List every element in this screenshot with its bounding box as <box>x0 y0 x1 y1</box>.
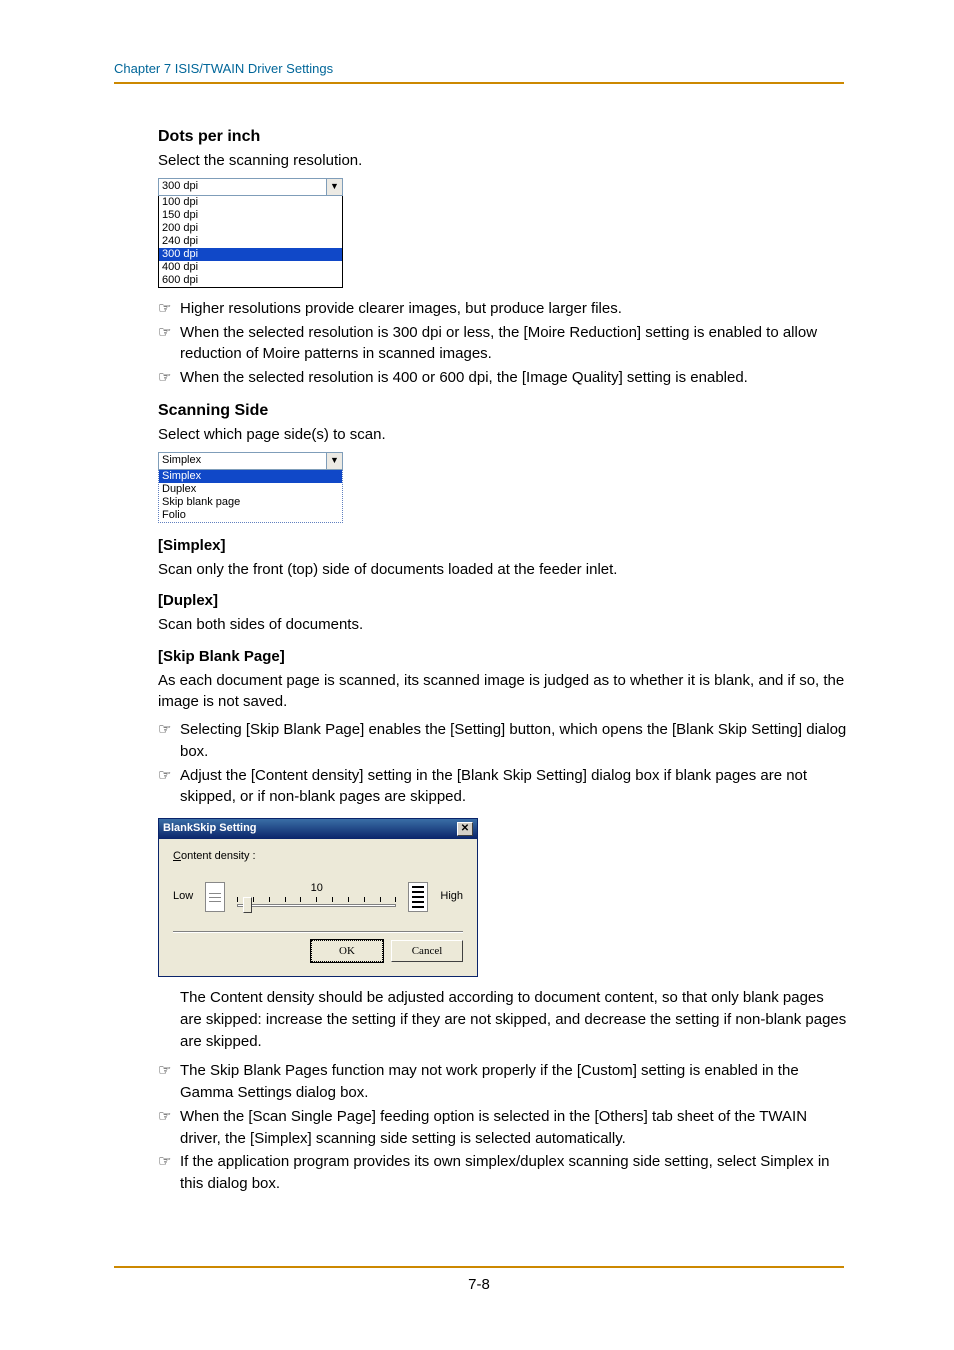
dpi-option[interactable]: 150 dpi <box>159 209 342 222</box>
content-density-accel: C <box>173 850 181 862</box>
dpi-option[interactable]: 200 dpi <box>159 222 342 235</box>
dpi-option[interactable]: 600 dpi <box>159 274 342 287</box>
side-dropdown[interactable]: Simplex ▼ Simplex Duplex Skip blank page… <box>158 452 343 523</box>
hand-icon: ☞ <box>158 1151 180 1195</box>
side-option[interactable]: Simplex <box>159 470 342 483</box>
chapter-header: Chapter 7 ISIS/TWAIN Driver Settings <box>114 60 333 79</box>
cancel-button[interactable]: Cancel <box>391 940 463 962</box>
side-option[interactable]: Duplex <box>159 483 342 496</box>
content-density-slider[interactable]: 10 <box>237 881 396 913</box>
slider-thumb[interactable] <box>243 897 252 913</box>
dialog-separator <box>173 931 463 932</box>
dpi-note: When the selected resolution is 400 or 6… <box>180 367 848 389</box>
dpi-note: Higher resolutions provide clearer image… <box>180 298 848 320</box>
dialog-titlebar: BlankSkip Setting ✕ <box>159 819 477 839</box>
footer-rule <box>114 1266 844 1268</box>
chevron-down-icon[interactable]: ▼ <box>326 453 342 469</box>
dpi-heading: Dots per inch <box>158 125 848 148</box>
hand-icon: ☞ <box>158 719 180 763</box>
page-dense-icon <box>408 882 428 912</box>
skip-notes-2: ☞ The Skip Blank Pages function may not … <box>158 1060 848 1195</box>
dpi-option[interactable]: 100 dpi <box>159 196 342 209</box>
dialog-title: BlankSkip Setting <box>163 821 257 837</box>
skip-note: When the [Scan Single Page] feeding opti… <box>180 1106 848 1150</box>
skip-note: If the application program provides its … <box>180 1151 848 1195</box>
skip-note: The Skip Blank Pages function may not wo… <box>180 1060 848 1104</box>
dpi-option[interactable]: 400 dpi <box>159 261 342 274</box>
dpi-dropdown-list[interactable]: 100 dpi 150 dpi 200 dpi 240 dpi 300 dpi … <box>158 196 343 288</box>
hand-icon: ☞ <box>158 367 180 389</box>
side-heading: Scanning Side <box>158 399 848 422</box>
slider-track[interactable] <box>237 897 396 913</box>
dpi-dropdown-value: 300 dpi <box>162 179 198 195</box>
side-option[interactable]: Folio <box>159 509 342 522</box>
page-sparse-icon <box>205 882 225 912</box>
dpi-option[interactable]: 300 dpi <box>159 248 342 261</box>
duplex-heading: [Duplex] <box>158 590 848 612</box>
side-dropdown-value: Simplex <box>162 453 201 469</box>
skip-note: Selecting [Skip Blank Page] enables the … <box>180 719 848 763</box>
dpi-option[interactable]: 240 dpi <box>159 235 342 248</box>
content-density-label: Content density : <box>173 849 463 865</box>
chapter-header-rule <box>114 82 844 84</box>
dpi-desc: Select the scanning resolution. <box>158 150 848 172</box>
side-desc: Select which page side(s) to scan. <box>158 424 848 446</box>
low-label: Low <box>173 889 193 905</box>
page-content: Dots per inch Select the scanning resolu… <box>158 125 848 1205</box>
skip-notes-1: ☞ Selecting [Skip Blank Page] enables th… <box>158 719 848 808</box>
close-icon[interactable]: ✕ <box>457 822 473 836</box>
dpi-note: When the selected resolution is 300 dpi … <box>180 322 848 366</box>
ok-button[interactable]: OK <box>311 940 383 962</box>
hand-icon: ☞ <box>158 1060 180 1104</box>
blankskip-dialog: BlankSkip Setting ✕ Content density : Lo… <box>158 818 478 977</box>
content-density-label-text: ontent density : <box>181 850 256 862</box>
hand-icon: ☞ <box>158 1106 180 1150</box>
dpi-dropdown[interactable]: 300 dpi ▼ 100 dpi 150 dpi 200 dpi 240 dp… <box>158 178 343 288</box>
side-option[interactable]: Skip blank page <box>159 496 342 509</box>
slider-value: 10 <box>237 881 396 897</box>
skip-density-note: The Content density should be adjusted a… <box>180 987 848 1052</box>
duplex-desc: Scan both sides of documents. <box>158 614 848 636</box>
skip-heading: [Skip Blank Page] <box>158 646 848 668</box>
dpi-notes: ☞ Higher resolutions provide clearer ima… <box>158 298 848 389</box>
simplex-heading: [Simplex] <box>158 535 848 557</box>
simplex-desc: Scan only the front (top) side of docume… <box>158 559 848 581</box>
skip-note: Adjust the [Content density] setting in … <box>180 765 848 809</box>
skip-desc: As each document page is scanned, its sc… <box>158 670 848 714</box>
dpi-dropdown-selected[interactable]: 300 dpi ▼ <box>158 178 343 196</box>
side-dropdown-list[interactable]: Simplex Duplex Skip blank page Folio <box>158 470 343 523</box>
hand-icon: ☞ <box>158 765 180 809</box>
page-footer: 7-8 <box>114 1266 844 1296</box>
chevron-down-icon[interactable]: ▼ <box>326 179 342 195</box>
page-number: 7-8 <box>114 1274 844 1296</box>
hand-icon: ☞ <box>158 298 180 320</box>
hand-icon: ☞ <box>158 322 180 366</box>
side-dropdown-selected[interactable]: Simplex ▼ <box>158 452 343 470</box>
high-label: High <box>440 889 463 905</box>
